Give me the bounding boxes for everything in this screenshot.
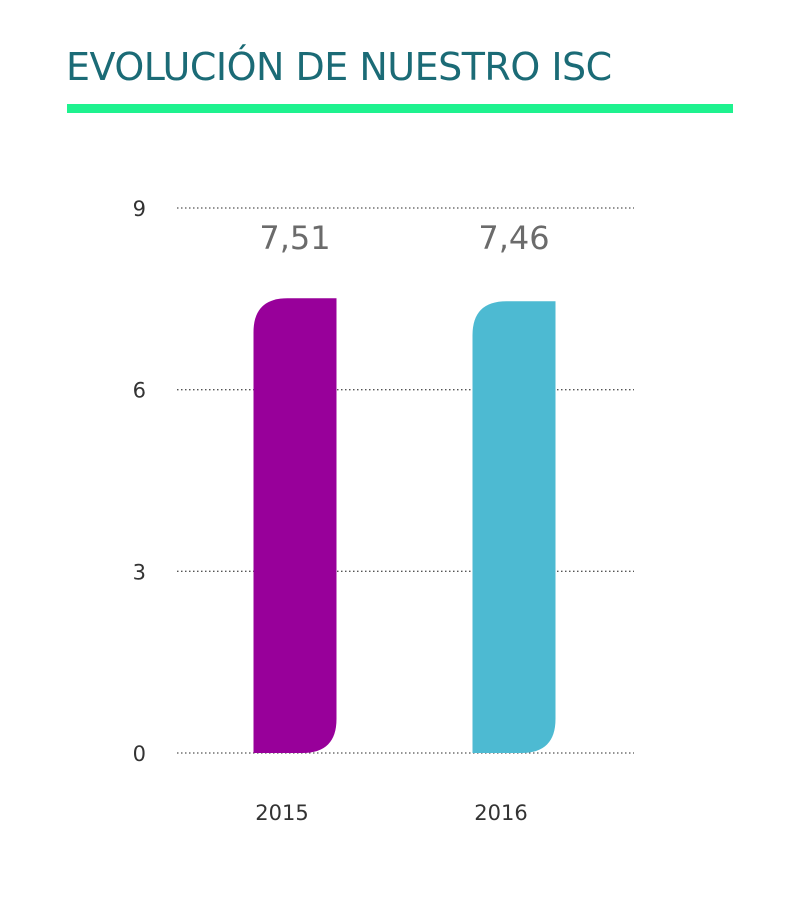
chart-title: EVOLUCIÓN DE NUESTRO ISC bbox=[66, 45, 612, 89]
bar-2016 bbox=[472, 301, 556, 753]
bar-2015 bbox=[253, 298, 337, 753]
bars bbox=[253, 298, 556, 753]
data-label: 7,51 bbox=[259, 219, 330, 257]
y-axis-tick-labels: 0 3 6 9 bbox=[133, 197, 146, 766]
y-tick-label: 3 bbox=[133, 560, 146, 584]
gridlines bbox=[177, 207, 634, 754]
y-tick-label: 9 bbox=[133, 197, 146, 221]
x-tick-label: 2016 bbox=[474, 801, 527, 825]
data-label: 7,46 bbox=[478, 219, 549, 257]
y-tick-label: 6 bbox=[133, 379, 146, 403]
x-tick-label: 2015 bbox=[255, 801, 308, 825]
y-tick-label: 0 bbox=[133, 742, 146, 766]
data-labels: 7,51 7,46 bbox=[259, 219, 549, 257]
x-axis-category-labels: 2015 2016 bbox=[255, 801, 527, 825]
title-underline bbox=[67, 104, 733, 113]
